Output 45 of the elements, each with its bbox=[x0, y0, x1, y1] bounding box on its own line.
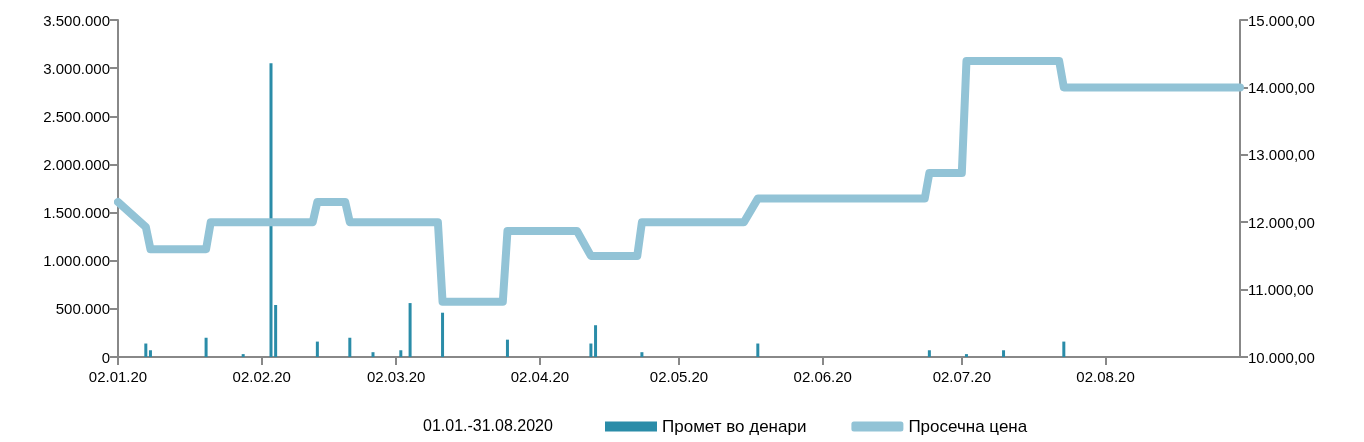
x-tick-label: 02.08.20 bbox=[1076, 368, 1135, 385]
y-tick-label: 2.500.000 bbox=[43, 107, 110, 125]
y-tick-label: 3.000.000 bbox=[43, 59, 110, 77]
bar bbox=[505, 339, 509, 357]
legend-label: Просечна цена bbox=[908, 417, 1028, 436]
bar bbox=[1002, 350, 1006, 357]
bar bbox=[964, 354, 968, 357]
x-tick-label: 02.04.20 bbox=[510, 368, 570, 385]
y-tick-label: 500.000 bbox=[55, 300, 110, 318]
legend-title: 01.01.-31.08.2020 bbox=[423, 416, 553, 434]
bar bbox=[144, 343, 148, 357]
bar bbox=[756, 343, 760, 357]
bar bbox=[148, 350, 152, 357]
bar bbox=[1062, 341, 1066, 357]
y2-tick-label: 12.000,00 bbox=[1248, 213, 1315, 231]
x-tick-label: 02.06.20 bbox=[793, 368, 852, 385]
x-tick-label: 02.02.20 bbox=[232, 368, 291, 385]
bar bbox=[589, 343, 593, 357]
bar bbox=[204, 337, 208, 357]
bar bbox=[399, 350, 403, 357]
y-tick-label: 1.500.000 bbox=[43, 204, 110, 222]
x-tick-label: 02.07.20 bbox=[932, 368, 992, 385]
y2-tick-label: 14.000,00 bbox=[1248, 78, 1315, 96]
bar bbox=[348, 337, 352, 357]
legend-label: Промет во денари bbox=[662, 417, 807, 436]
y-tick-label: 0 bbox=[101, 348, 110, 366]
bar bbox=[269, 63, 273, 357]
y-tick-label: 1.000.000 bbox=[43, 252, 110, 270]
y-tick-label: 3.500.000 bbox=[43, 11, 110, 29]
bar bbox=[441, 312, 445, 357]
y2-tick-label: 11.000,00 bbox=[1248, 281, 1314, 299]
x-tick-label: 02.01.20 bbox=[88, 368, 148, 385]
bar bbox=[594, 325, 598, 357]
y2-tick-label: 10.000,00 bbox=[1248, 348, 1315, 366]
bar bbox=[408, 303, 412, 357]
y2-tick-label: 15.000,00 bbox=[1248, 11, 1315, 29]
bar bbox=[927, 350, 931, 357]
y-tick-label: 2.000.000 bbox=[43, 155, 110, 173]
x-tick-label: 02.03.20 bbox=[366, 368, 426, 385]
bar bbox=[315, 341, 319, 357]
x-tick-label: 02.05.20 bbox=[649, 368, 709, 385]
bar bbox=[640, 352, 644, 357]
bar bbox=[371, 352, 375, 357]
y2-tick-label: 13.000,00 bbox=[1248, 146, 1315, 164]
bar bbox=[241, 354, 245, 357]
